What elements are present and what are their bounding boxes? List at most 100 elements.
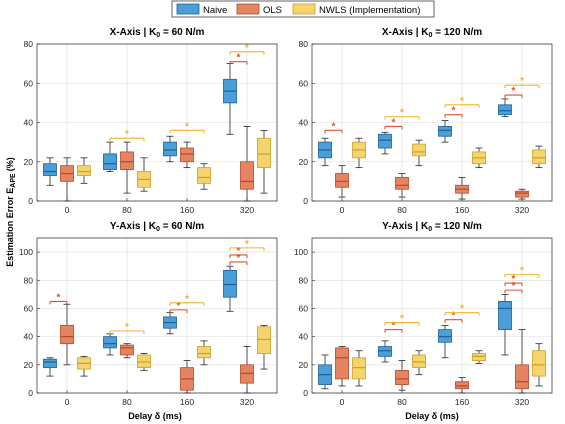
x-tick-label: 320 xyxy=(240,397,254,407)
box-naive xyxy=(103,141,117,172)
axes-frame xyxy=(311,43,553,202)
box-nwls xyxy=(77,355,91,377)
panel-title: Y-Axis | K0 = 60 N/m xyxy=(110,221,204,233)
significance-bracket: * xyxy=(444,304,480,316)
x-tick-label: 160 xyxy=(180,205,194,215)
x-tick-label: 160 xyxy=(180,397,194,407)
significance-bracket: * xyxy=(504,281,523,294)
significance-star: * xyxy=(520,266,524,277)
box-iqr xyxy=(257,137,271,169)
box-naive xyxy=(438,324,452,359)
box-ols xyxy=(120,343,134,359)
y-tick-label: 100 xyxy=(19,247,33,257)
significance-star: * xyxy=(512,281,516,292)
significance-bracket: * xyxy=(384,117,403,130)
box-ols xyxy=(180,141,194,169)
significance-bracket: * xyxy=(504,76,540,89)
significance-star: * xyxy=(185,121,189,132)
box-iqr xyxy=(498,301,512,330)
panel-title: X-Axis | K0 = 120 N/m xyxy=(382,27,482,39)
x-tick-label: 80 xyxy=(122,205,132,215)
significance-bracket: * xyxy=(109,129,145,142)
box-ols xyxy=(180,360,194,394)
significance-star: * xyxy=(400,314,404,325)
y-tick-label: 0 xyxy=(28,388,33,398)
panel-title-main: Y-Axis | K xyxy=(110,221,157,232)
ylabel-main: Estimation Error E xyxy=(5,188,15,267)
significance-star: * xyxy=(452,311,456,322)
panel-title-rest: = 120 N/m xyxy=(432,27,482,38)
box-nwls xyxy=(352,350,366,387)
y-tick-label: 100 xyxy=(294,247,308,257)
significance-star: * xyxy=(460,96,464,107)
panel-title-main: X-Axis | K xyxy=(110,27,157,38)
significance-star: * xyxy=(57,292,61,303)
panel-title-rest: = 120 N/m xyxy=(432,221,482,232)
axes-frame xyxy=(311,237,553,394)
box-iqr xyxy=(43,163,57,176)
panel-title-main: X-Axis | K xyxy=(382,27,429,38)
box-iqr xyxy=(412,143,426,157)
y-tick-label: 20 xyxy=(24,157,34,167)
x-tick-label: 80 xyxy=(397,205,407,215)
box-nwls xyxy=(257,129,271,194)
significance-bracket: * xyxy=(504,86,523,99)
legend: Naive OLS NWLS (Implementation) xyxy=(171,0,435,18)
box-iqr xyxy=(223,270,237,298)
legend-label-nwls: NWLS (Implementation) xyxy=(319,5,420,16)
panel-title: Y-Axis | K0 = 120 N/m xyxy=(382,221,482,233)
box-nwls xyxy=(257,324,271,370)
significance-bracket: * xyxy=(384,321,403,333)
significance-bracket: * xyxy=(504,274,523,287)
box-iqr xyxy=(43,358,57,369)
significance-star: * xyxy=(512,274,516,285)
box-iqr xyxy=(137,354,151,369)
box-iqr xyxy=(60,324,74,345)
box-iqr xyxy=(163,141,177,157)
panel-title-sub: 0 xyxy=(428,226,432,233)
xlabel-left: Delay δ (ms) xyxy=(128,411,181,421)
box-nwls xyxy=(197,163,211,190)
box-nwls xyxy=(352,137,366,169)
legend-label-ols: OLS xyxy=(263,5,282,16)
significance-star: * xyxy=(392,321,396,332)
significance-bracket: * xyxy=(444,106,463,118)
box-ols xyxy=(335,165,349,198)
x-tick-label: 320 xyxy=(515,397,529,407)
panel-title-rest: = 60 N/m xyxy=(160,27,204,38)
y-tick-label: 20 xyxy=(299,360,309,370)
box-nwls xyxy=(197,340,211,366)
legend-label-naive: Naive xyxy=(203,5,227,16)
significance-star: * xyxy=(177,301,181,312)
box-naive xyxy=(318,137,332,167)
box-naive xyxy=(163,312,177,335)
box-iqr xyxy=(472,353,486,361)
box-naive xyxy=(223,63,237,135)
box-naive xyxy=(318,354,332,390)
significance-star: * xyxy=(245,43,249,54)
plot-area xyxy=(312,238,552,393)
legend-swatch-nwls xyxy=(292,3,316,15)
significance-star: * xyxy=(237,246,241,257)
box-ols xyxy=(335,346,349,387)
axes-frame xyxy=(36,43,278,202)
significance-bracket: * xyxy=(384,314,420,326)
box-ols xyxy=(395,173,409,198)
y-tick-label: 60 xyxy=(299,78,309,88)
box-iqr xyxy=(378,346,392,357)
box-nwls xyxy=(532,145,546,169)
box-iqr xyxy=(197,346,211,359)
significance-bracket: * xyxy=(169,301,188,313)
significance-bracket: * xyxy=(229,239,265,251)
box-iqr xyxy=(532,149,546,165)
significance-bracket: * xyxy=(444,96,480,108)
box-iqr xyxy=(352,357,366,380)
panel-title-rest: = 60 N/m xyxy=(160,221,204,232)
box-naive xyxy=(378,340,392,363)
y-tick-label: 40 xyxy=(299,332,309,342)
box-ols xyxy=(240,346,254,394)
box-iqr xyxy=(103,153,117,170)
y-tick-label: 40 xyxy=(299,118,309,128)
